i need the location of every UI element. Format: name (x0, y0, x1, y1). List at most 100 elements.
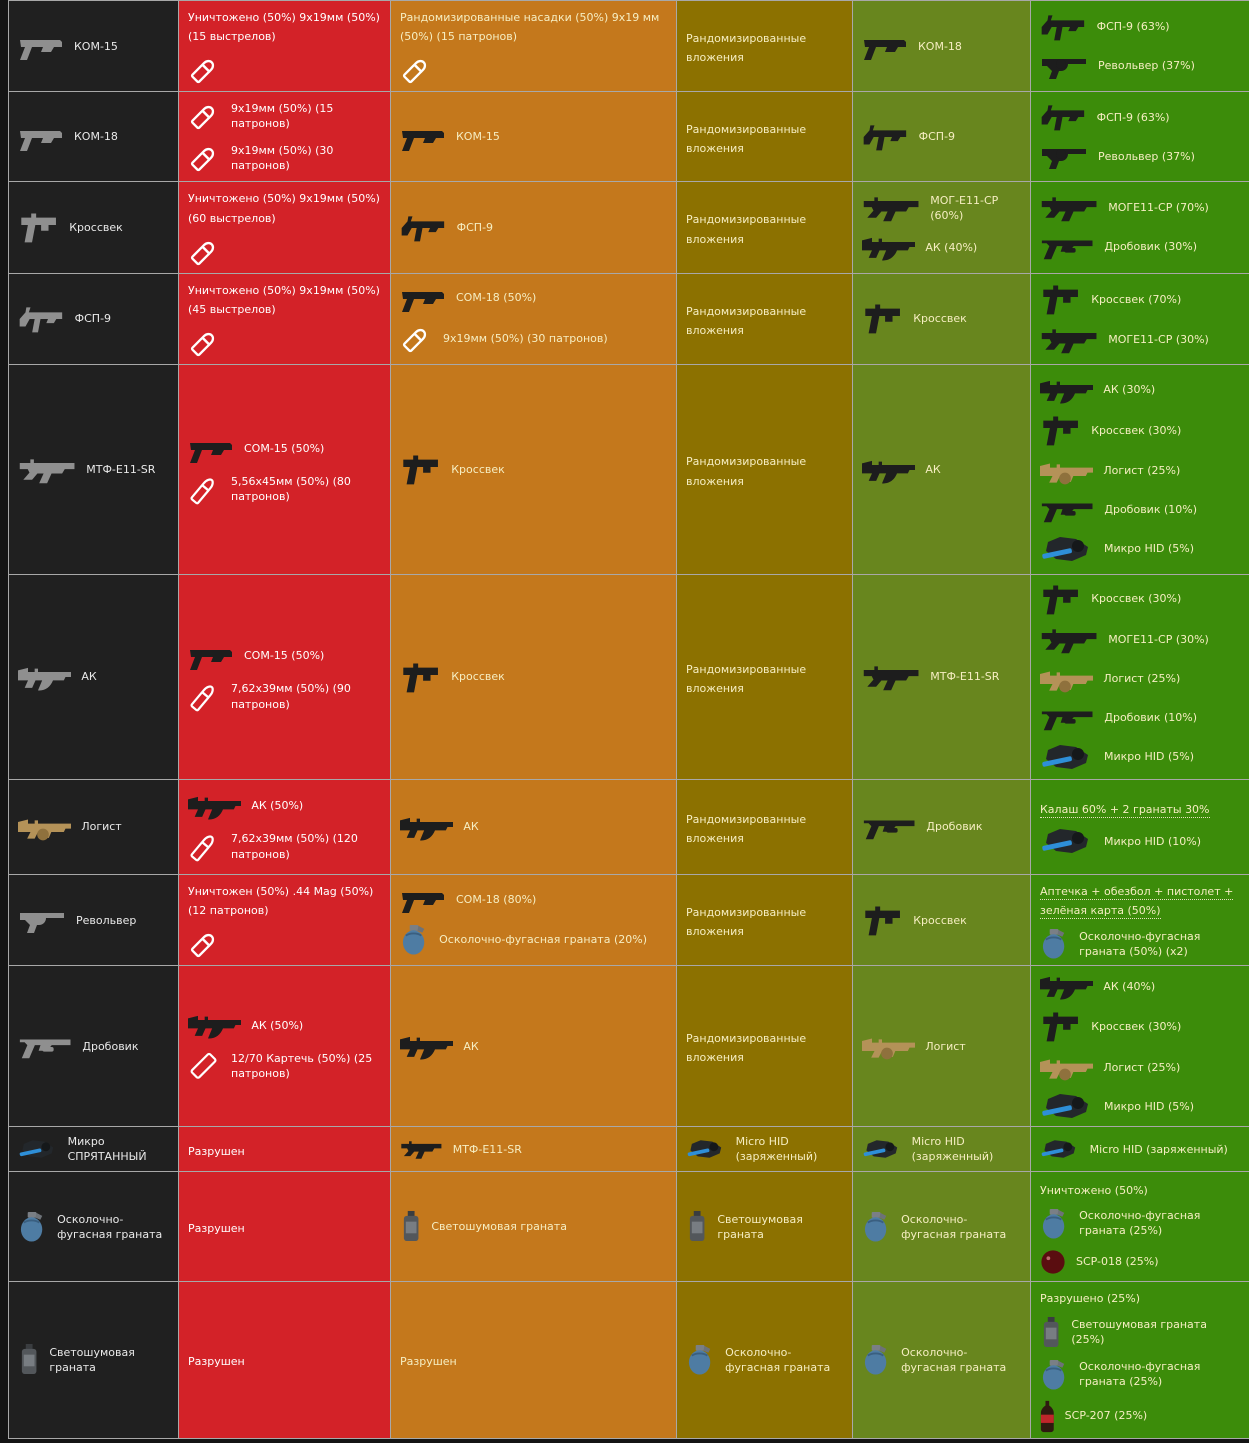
result-item[interactable]: МОГЕ11-СР (70%) (1040, 193, 1240, 223)
ak-icon (1040, 375, 1093, 405)
result-item[interactable]: АК (862, 455, 1021, 485)
result-item[interactable]: Дробовик (862, 812, 1021, 842)
result-item[interactable]: ФСП-9 (862, 122, 1021, 152)
result-item[interactable]: Micro HID (заряженный) (1040, 1138, 1240, 1160)
result-cell: Рандомизированные вложения (677, 182, 853, 273)
result-item[interactable]: Микро HID (5%) (1040, 742, 1240, 772)
shotgun-icon (1040, 703, 1094, 733)
entry-label: SCP-207 (25%) (1065, 1408, 1148, 1423)
result-item[interactable]: Револьвер (37%) (1040, 141, 1240, 171)
result-item[interactable]: МОГЕ11-СР (30%) (1040, 625, 1240, 655)
result-item[interactable]: АК (50%) (188, 791, 381, 821)
result-item[interactable]: МТФ-Е11-SR (862, 662, 1021, 692)
result-item[interactable]: Micro HID (заряженный) (686, 1134, 843, 1164)
result-item[interactable]: ФСП-9 (400, 213, 667, 243)
result-item[interactable]: Светошумовая граната (400, 1210, 667, 1243)
he-grenade-icon (862, 1210, 891, 1243)
result-item[interactable]: АК (400, 1031, 667, 1061)
result-item[interactable]: Дробовик (30%) (1040, 232, 1240, 262)
smg-icon (1040, 12, 1087, 42)
result-item[interactable]: Дробовик (10%) (1040, 703, 1240, 733)
result-item[interactable]: АК (400, 812, 667, 842)
result-item[interactable]: Кроссвек (30%) (1040, 583, 1240, 616)
cell-content: Micro HID (заряженный) (862, 1134, 1021, 1164)
result-item[interactable]: ФСП-9 (63%) (1040, 102, 1240, 132)
result-item: 7,62х39мм (50%) (120 патронов) (188, 830, 381, 863)
result-cell: Кроссвек (853, 273, 1031, 364)
micro-hid-icon (1040, 534, 1094, 564)
result-item[interactable]: Micro HID (заряженный) (862, 1134, 1021, 1164)
result-item[interactable]: Кроссвек (400, 661, 667, 694)
result-cell: Рандомизированные вложения (677, 92, 853, 182)
item-cell: Дробовик (9, 966, 179, 1127)
result-cell: СОМ-15 (50%) 5,56х45мм (50%) (80 патронов… (179, 365, 391, 575)
cell-content: Кроссвек (70%) МОГЕ11-СР (30%) (1040, 283, 1240, 355)
result-item[interactable]: АК (40%) (1040, 971, 1240, 1001)
result-item[interactable]: Кроссвек (400, 453, 667, 486)
result-item[interactable]: Осколочно-фугасная граната (862, 1210, 1021, 1243)
result-item: 9х19мм (50%) (30 патронов) (400, 322, 667, 355)
result-item[interactable]: СОМ-15 (50%) (188, 641, 381, 671)
entry-label: АК (463, 819, 478, 834)
result-item[interactable]: КОМ-15 (400, 122, 667, 152)
result-item[interactable]: СОМ-18 (50%) (400, 283, 667, 313)
cell-content: Рандомизированные вложения (686, 901, 843, 939)
result-item[interactable]: МОГ-Е11-СР (60%) (862, 193, 1021, 223)
result-item[interactable]: ФСП-9 (63%) (1040, 12, 1240, 42)
flashbang-icon (18, 1343, 39, 1376)
result-item[interactable]: КОМ-18 (862, 31, 1021, 61)
result-item[interactable]: Осколочно-фугасная граната (686, 1343, 843, 1376)
entry-label: Микро HID (5%) (1104, 749, 1194, 764)
entry-label: АК (40%) (1103, 979, 1155, 994)
result-item: 9х19мм (50%) (30 патронов) (188, 141, 381, 174)
result-item[interactable]: Светошумовая граната (686, 1210, 843, 1243)
result-item[interactable]: АК (30%) (1040, 375, 1240, 405)
result-item[interactable]: Светошумовая граната (25%) (1040, 1316, 1240, 1349)
entry-label: КОМ-18 (74, 129, 118, 144)
tooltip-text[interactable]: Аптечка + обезбол + пистолет + зелёная к… (1040, 880, 1240, 918)
result-item[interactable]: Логист (862, 1031, 1021, 1061)
result-item[interactable]: Микро HID (10%) (1040, 826, 1240, 856)
ammo-item (188, 927, 381, 960)
pistol-icon (188, 434, 234, 464)
result-item[interactable]: Кроссвек (862, 904, 1021, 937)
entry-label: АК (81, 669, 96, 684)
result-item[interactable]: МОГЕ11-СР (30%) (1040, 325, 1240, 355)
rifle-ammo-icon (188, 830, 221, 863)
result-item[interactable]: Револьвер (37%) (1040, 51, 1240, 81)
result-item[interactable]: SCP-207 (25%) (1040, 1400, 1240, 1433)
result-item: 5,56х45мм (50%) (80 патронов) (188, 473, 381, 506)
entry-label: Рандомизированные вложения (686, 305, 806, 337)
entry-label: АК (30%) (1103, 382, 1155, 397)
result-item[interactable]: МТФ-Е11-SR (400, 1138, 667, 1160)
entry-label: Кроссвек (70%) (1091, 292, 1181, 307)
result-item[interactable]: АК (50%) (188, 1010, 381, 1040)
result-item[interactable]: Логист (25%) (1040, 664, 1240, 694)
result-item[interactable]: Осколочно-фугасная граната (25%) (1040, 1358, 1240, 1391)
result-item[interactable]: Логист (25%) (1040, 456, 1240, 486)
tooltip-text[interactable]: Калаш 60% + 2 гранаты 30% (1040, 798, 1240, 817)
result-item[interactable]: Кроссвек (30%) (1040, 414, 1240, 447)
result-item[interactable]: Осколочно-фугасная граната (862, 1343, 1021, 1376)
result-item[interactable]: Кроссвек (30%) (1040, 1010, 1240, 1043)
result-item[interactable]: Кроссвек (862, 302, 1021, 335)
result-item[interactable]: Логист (25%) (1040, 1052, 1240, 1082)
result-item[interactable]: Микро HID (5%) (1040, 534, 1240, 564)
result-item[interactable]: АК (40%) (862, 232, 1021, 262)
entry-label: ФСП-9 (457, 220, 493, 235)
result-item[interactable]: Кроссвек (70%) (1040, 283, 1240, 316)
result-item[interactable]: Осколочно-фугасная граната (50%) (х2) (1040, 927, 1240, 960)
result-cell: АК (50%) 7,62х39мм (50%) (120 патронов) (179, 780, 391, 875)
result-item[interactable]: SCP-018 (25%) (1040, 1249, 1240, 1275)
cell-content: Micro HID (заряженный) (1040, 1138, 1240, 1160)
result-item[interactable]: Дробовик (10%) (1040, 495, 1240, 525)
entry-label: Разрушен (188, 1355, 245, 1368)
result-item[interactable]: СОМ-18 (80%) (400, 884, 667, 914)
entry-label: МОГЕ11-СР (30%) (1108, 632, 1209, 647)
result-item[interactable]: Микро HID (5%) (1040, 1091, 1240, 1121)
cell-content: АК (400, 1031, 667, 1061)
result-item[interactable]: СОМ-15 (50%) (188, 434, 381, 464)
result-item[interactable]: Осколочно-фугасная граната (20%) (400, 923, 667, 956)
result-item[interactable]: Осколочно-фугасная граната (25%) (1040, 1207, 1240, 1240)
